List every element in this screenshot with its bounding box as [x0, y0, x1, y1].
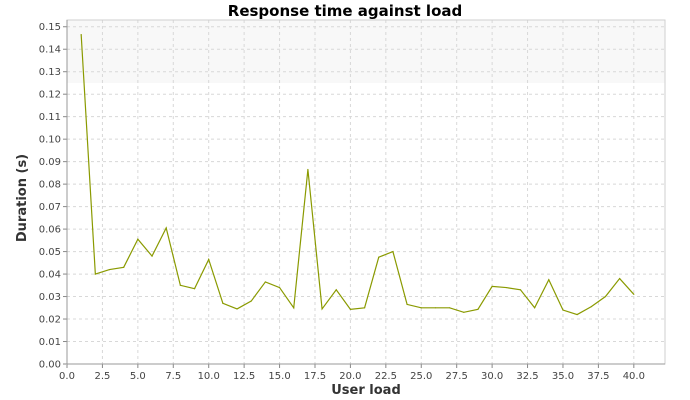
data-point	[349, 308, 352, 310]
y-tick-label: 0.07	[39, 202, 61, 213]
y-tick-label: 0.12	[39, 90, 61, 101]
data-point	[406, 303, 408, 306]
data-point	[548, 279, 550, 281]
data-point	[576, 313, 578, 316]
x-tick-label: 37.5	[587, 371, 609, 382]
x-tick-label: 12.5	[233, 371, 255, 382]
data-point	[278, 286, 281, 289]
y-tick-label: 0.00	[39, 360, 61, 371]
chart-title: Response time against load	[228, 2, 462, 20]
x-tick-label: 27.5	[446, 371, 468, 382]
x-tick-label: 40.0	[623, 371, 645, 382]
y-tick-label: 0.03	[39, 292, 61, 303]
data-point	[137, 238, 139, 240]
y-tick-label: 0.04	[39, 270, 61, 281]
data-point	[179, 284, 181, 286]
x-tick-label: 35.0	[552, 371, 574, 382]
data-point	[619, 277, 621, 280]
data-point	[193, 288, 196, 290]
y-tick-label: 0.02	[39, 315, 61, 326]
x-tick-label: 22.5	[375, 371, 397, 382]
data-point	[491, 285, 493, 288]
series-layer	[80, 34, 635, 316]
x-tick-label: 5.0	[130, 371, 146, 382]
x-tick-label: 7.5	[165, 371, 181, 382]
data-point	[463, 311, 465, 313]
data-point	[307, 168, 309, 171]
data-point	[123, 266, 125, 268]
data-point	[250, 300, 252, 302]
y-tick-label: 0.10	[39, 135, 61, 146]
data-point	[208, 258, 210, 261]
x-tick-label: 2.5	[94, 371, 110, 382]
data-point	[94, 273, 96, 275]
data-point	[363, 307, 366, 309]
y-tick-label: 0.13	[39, 67, 61, 78]
data-point	[505, 286, 507, 289]
data-point	[477, 308, 479, 310]
x-tick-label: 10.0	[198, 371, 220, 382]
data-point	[293, 307, 295, 309]
y-tick-label: 0.14	[39, 45, 61, 56]
data-point	[604, 295, 607, 298]
data-point	[392, 250, 394, 253]
x-tick-label: 30.0	[481, 371, 503, 382]
y-tick-label: 0.01	[39, 337, 61, 348]
data-point	[165, 227, 167, 229]
y-tick-label: 0.06	[39, 225, 61, 236]
data-point	[534, 307, 536, 309]
y-tick-label: 0.15	[39, 22, 61, 33]
data-point	[449, 307, 451, 309]
data-point	[264, 281, 266, 283]
data-point	[378, 256, 380, 258]
x-tick-label: 0.0	[59, 371, 75, 382]
data-point	[335, 289, 337, 291]
x-tick-label: 17.5	[304, 371, 326, 382]
data-point	[590, 306, 592, 308]
data-point	[236, 308, 238, 310]
data-point	[80, 34, 82, 36]
y-tick-label: 0.09	[39, 157, 61, 168]
data-point	[420, 307, 422, 309]
data-point	[321, 308, 323, 310]
series-line-0	[80, 34, 635, 316]
data-point	[633, 293, 635, 295]
x-tick-label: 32.5	[516, 371, 538, 382]
y-tick-label: 0.05	[39, 247, 61, 258]
x-tick-label: 20.0	[339, 371, 361, 382]
data-point	[151, 255, 153, 257]
plot-upper-band	[67, 20, 665, 83]
x-tick-label: 15.0	[268, 371, 290, 382]
data-point	[108, 268, 111, 271]
y-tick-label: 0.08	[39, 180, 61, 191]
data-point	[434, 307, 437, 309]
axis-layer: 0.00 0.01 0.02 0.03 0.04 0.05 0.06 0.07 0.08 0.09…	[39, 19, 666, 382]
data-point	[222, 302, 224, 304]
data-point	[519, 289, 522, 291]
y-tick-label: 0.11	[39, 112, 61, 123]
data-point	[562, 309, 564, 311]
x-tick-label: 25.0	[410, 371, 432, 382]
y-axis-label: Duration (s)	[15, 154, 30, 242]
x-axis-label: User load	[331, 383, 401, 398]
